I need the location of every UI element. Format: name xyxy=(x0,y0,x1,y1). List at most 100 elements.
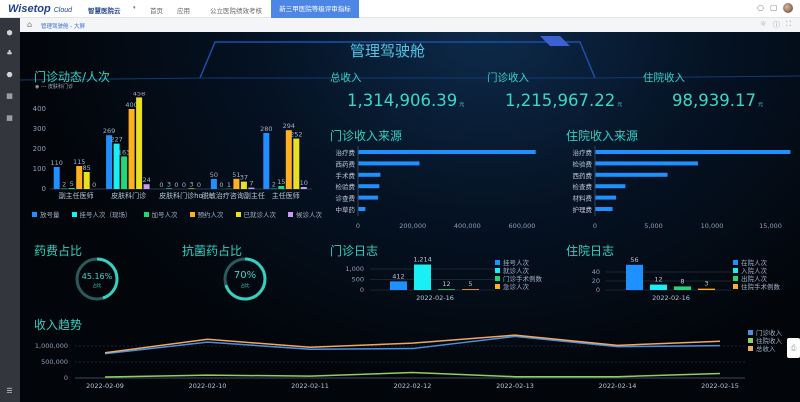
legend-label: 加号人次 xyxy=(151,211,178,219)
legend-item[interactable]: 挂号人次 xyxy=(495,258,542,267)
bar xyxy=(414,264,431,290)
data-label: 412 xyxy=(392,272,404,280)
sidebar: ⬢ ♣ ⬣ ▦ ▦ ☰ xyxy=(0,18,20,402)
data-label: 400 xyxy=(125,101,137,109)
category-label: 西药费 xyxy=(336,159,356,168)
bar xyxy=(438,289,455,290)
legend-item[interactable]: 就诊人次 xyxy=(495,266,542,275)
antibiotic-ratio-value: 70% xyxy=(233,270,257,281)
kpi-total-number: 1,314,906.39 xyxy=(347,91,458,110)
legend-label: 预约人次 xyxy=(197,211,224,219)
legend-item[interactable]: 住院收入 xyxy=(748,336,782,345)
mail-icon[interactable]: ▢ xyxy=(770,3,778,12)
nav-performance[interactable]: 公立医院绩效考核 xyxy=(210,7,262,15)
bar xyxy=(390,281,407,290)
legend-item[interactable]: 总收入 xyxy=(748,344,782,353)
outpatient-filter-legend[interactable]: ◉ --- 皮肤科门诊 xyxy=(35,84,73,90)
x-tick-label: 皮肤科门诊 xyxy=(111,191,146,200)
bar xyxy=(595,150,791,154)
data-label: 0 xyxy=(92,181,96,189)
bar xyxy=(278,186,285,189)
home-icon[interactable]: ⌂ xyxy=(27,20,33,29)
user-avatar[interactable] xyxy=(783,3,793,13)
header-decoration xyxy=(20,36,800,81)
y-tick-label: 500,000 xyxy=(41,358,68,366)
layout-icon-2[interactable]: ▦ xyxy=(6,114,13,122)
data-label: 1,214 xyxy=(413,256,432,264)
legend-item[interactable]: 加号人次 xyxy=(143,210,178,219)
shield-icon[interactable]: ⬣ xyxy=(6,71,13,79)
x-tick-label: 2022-02-13 xyxy=(496,382,534,390)
outpatient-dynamics-title: 门诊动态/人次 xyxy=(34,70,111,84)
x-tick-label: 2022-02-14 xyxy=(599,382,637,390)
fullscreen-icon[interactable]: ⛶ xyxy=(786,20,791,28)
cluster-icon[interactable]: ♣ xyxy=(6,49,13,57)
dashboard-main: 管理驾驶舱 门诊动态/人次 ◉ --- 皮肤科门诊 0 100 200 300 400 副… xyxy=(20,32,800,402)
legend-item[interactable]: 放号量 xyxy=(32,210,60,219)
module-icon[interactable]: ⬢ xyxy=(6,29,13,37)
inpatient-income-source-title: 住院收入来源 xyxy=(566,129,639,143)
legend-item[interactable]: 入院人次 xyxy=(733,266,780,275)
category-label: 中草药 xyxy=(336,205,356,214)
collapse-icon[interactable]: ☰ xyxy=(6,387,13,395)
bar xyxy=(128,109,135,189)
category-label: 检查费 xyxy=(573,182,593,191)
bar xyxy=(136,97,143,189)
legend-item[interactable]: 挂号人次（现场） xyxy=(71,210,132,219)
bar xyxy=(293,138,300,189)
data-label: 115 xyxy=(73,158,85,166)
legend-swatch xyxy=(495,283,500,289)
legend-label: 放号量 xyxy=(40,211,60,219)
kpi-inpatient-number: 98,939.17 xyxy=(672,91,756,110)
legend-item[interactable]: 出院人次 xyxy=(733,274,780,283)
layout-icon[interactable]: ▦ xyxy=(6,92,13,100)
kpi-unit: 元 xyxy=(459,102,465,108)
x-tick-label: 脱敏治疗咨询副主任 xyxy=(202,191,265,200)
feedback-tab-icon[interactable]: ⎙ xyxy=(787,338,800,358)
bar xyxy=(166,188,172,189)
legend-item[interactable]: 已就诊人次 xyxy=(235,210,276,219)
search-icon[interactable]: ○ xyxy=(757,3,764,12)
legend-swatch xyxy=(143,211,149,217)
info-icon[interactable]: ⓘ xyxy=(773,21,780,29)
x-tick-label: 400,000 xyxy=(454,222,481,229)
x-tick-label: 2022-02-15 xyxy=(701,382,739,390)
kpi-unit: 元 xyxy=(617,102,623,108)
legend-item[interactable]: 预约人次 xyxy=(189,210,224,219)
nav-home[interactable]: 首页 xyxy=(150,7,163,15)
legend-label: 候诊人次 xyxy=(296,211,322,219)
bar xyxy=(595,207,613,211)
data-label: 3 xyxy=(704,280,708,288)
data-label: 0 xyxy=(159,181,163,189)
y-tick-label: 40 xyxy=(592,268,600,276)
income-trend-chart: 0 500,000 1,000,000 2022-02-09 2022-02-10 202… xyxy=(35,334,745,390)
legend-item[interactable]: 急诊人次 xyxy=(495,282,542,291)
legend-swatch xyxy=(495,275,500,281)
x-tick-label: 皮肤科门诊ho xyxy=(159,191,203,200)
nav-apps[interactable]: 应用 xyxy=(177,7,190,15)
x-tick-label: 200,000 xyxy=(399,222,426,229)
legend-item[interactable]: 在院人次 xyxy=(733,258,780,267)
bar xyxy=(358,207,366,211)
bar xyxy=(300,187,307,189)
legend-item[interactable]: 候诊人次 xyxy=(288,210,322,219)
data-label: 56 xyxy=(630,256,638,264)
lightbulb-icon[interactable]: ☼ xyxy=(760,20,767,28)
nav-hospital-grading[interactable]: 新三甲医院等级评审指标 xyxy=(271,0,359,18)
kpi-total-value: 1,314,906.39 元 xyxy=(347,91,464,110)
legend-item[interactable]: 住院手术例数 xyxy=(733,282,780,291)
legend-item[interactable]: 门诊手术例数 xyxy=(495,274,542,283)
brand-logo[interactable]: Wisetop Cloud xyxy=(8,3,72,15)
brand-name: Wisetop xyxy=(8,3,51,15)
product-dropdown-icon[interactable]: ▾ xyxy=(133,5,136,11)
product-name: 智慧医院云 xyxy=(88,7,121,15)
category-label: 护理费 xyxy=(573,205,593,214)
legend-swatch xyxy=(748,337,753,343)
legend-item[interactable]: 门诊收入 xyxy=(748,328,782,337)
bar xyxy=(358,150,536,154)
legend-swatch xyxy=(748,345,753,351)
category-label: 诊查费 xyxy=(336,194,356,203)
